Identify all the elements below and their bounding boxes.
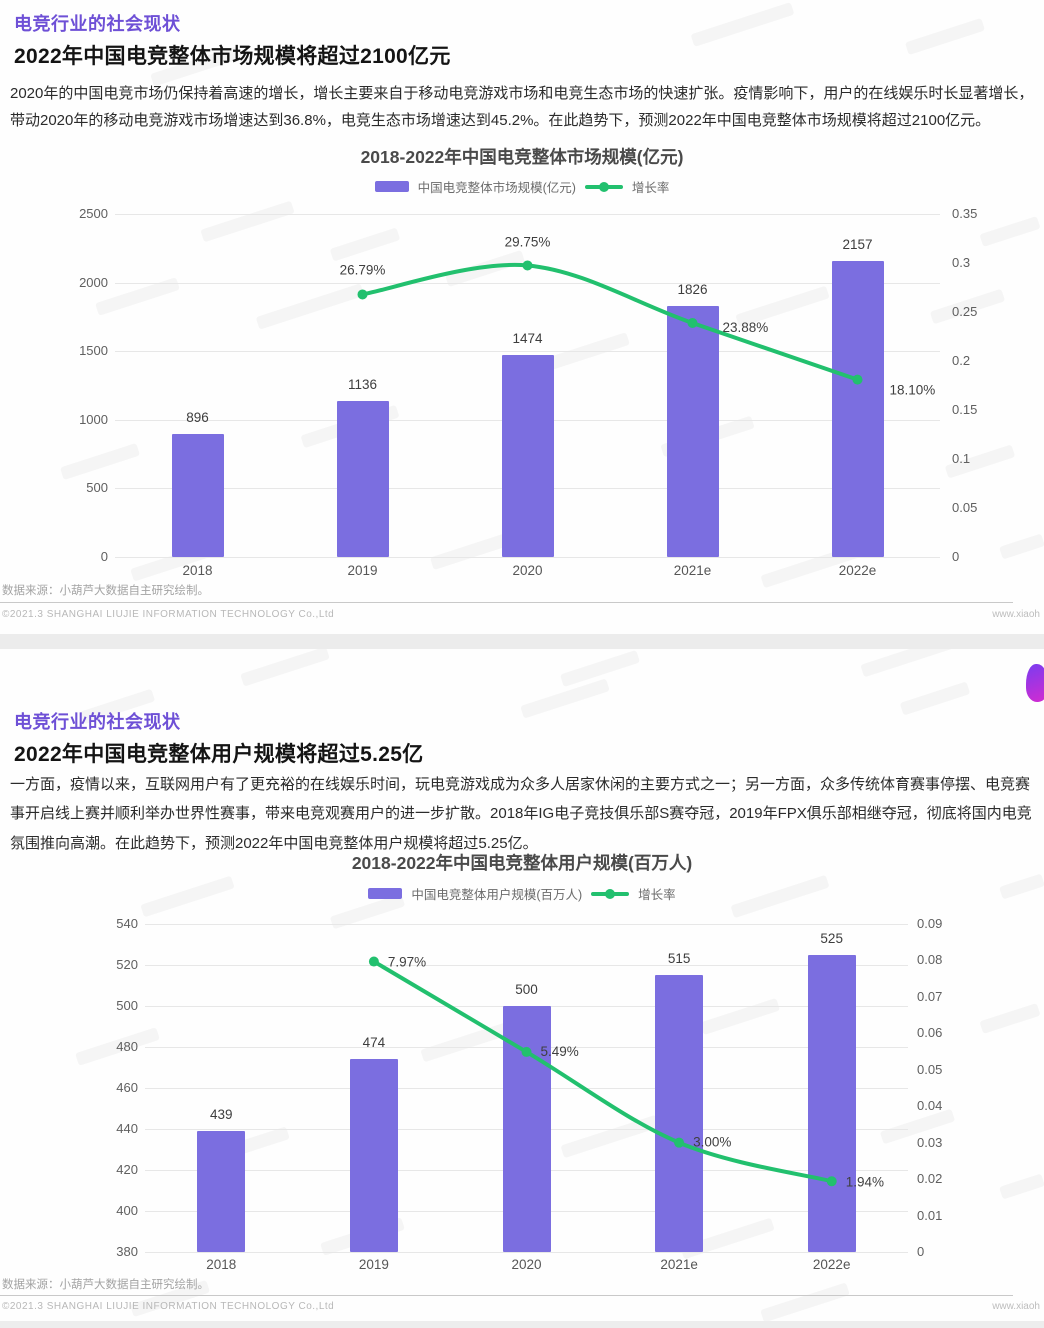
legend-bar-swatch (368, 888, 403, 899)
x-axis-label: 2019 (347, 563, 378, 578)
right-axis-tick: 0.25 (952, 304, 978, 319)
legend-line-label: 增长率 (631, 181, 670, 195)
left-axis-tick: 2000 (79, 274, 108, 290)
legend-line-swatch (584, 181, 623, 192)
gridline (145, 1252, 908, 1253)
chart2-legend: 中国电竞整体用户规模(百万人) 增长率 (0, 884, 1044, 903)
left-axis-tick: 1500 (79, 343, 108, 359)
bar-value-label: 474 (362, 1035, 386, 1051)
x-axis-label: 2020 (511, 1257, 542, 1272)
legend-line-dot-icon (605, 888, 616, 899)
bar-value-label: 525 (820, 930, 843, 946)
left-axis-tick: 540 (116, 916, 138, 931)
x-axis-label: 2018 (182, 563, 213, 578)
slide2-headline: 2022年中国电竞整体用户规模将超过5.25亿 (14, 743, 424, 766)
left-axis-tick: 440 (116, 1121, 138, 1136)
slide1-copyright: ©2021.3 SHANGHAI LIUJIE INFORMATION TECH… (2, 609, 335, 620)
gridline (115, 557, 940, 558)
right-axis-tick: 0.08 (917, 952, 943, 968)
right-axis-tick: 0.35 (952, 206, 978, 221)
right-axis-tick: 0.05 (917, 1061, 943, 1077)
right-axis-tick: 0.15 (952, 402, 978, 417)
bar-2020 (502, 1006, 551, 1252)
chart1-legend: 中国电竞整体市场规模(亿元) 增长率 (0, 177, 1044, 196)
right-axis-tick: 0.04 (917, 1098, 943, 1114)
slide2-website: www.xiaoh (992, 1301, 1040, 1312)
slide-separator (0, 634, 1044, 649)
left-axis-tick: 500 (86, 480, 108, 496)
slide2-footer-divider (0, 1295, 1013, 1296)
bar-value-label: 500 (515, 982, 538, 997)
bar-2020 (501, 354, 554, 557)
slide2-data-source: 数据来源：小葫芦大数据自主研究绘制。 (2, 1279, 209, 1291)
bar-2019 (349, 1059, 398, 1252)
line-value-label: 7.97% (388, 955, 426, 970)
left-axis-tick: 380 (116, 1244, 138, 1259)
x-axis-label: 2021e (660, 1257, 698, 1272)
x-axis-label: 2019 (358, 1257, 389, 1272)
x-axis-label: 2022e (838, 563, 877, 578)
right-axis-tick: 0.05 (952, 500, 978, 515)
left-axis-tick: 500 (116, 998, 138, 1013)
right-axis-tick: 0.2 (952, 353, 971, 368)
bar-value-label: 515 (667, 951, 691, 967)
slide2-body-paragraph: 一方面，疫情以来，互联网用户有了更充裕的在线娱乐时间，玩电竞游戏成为众多人居家休… (10, 776, 1032, 852)
bar-value-label: 2157 (842, 237, 873, 253)
left-axis-tick: 2500 (79, 206, 108, 221)
right-axis-tick: 0.09 (917, 916, 943, 931)
slide1-data-source: 数据来源：小葫芦大数据自主研究绘制。 (2, 585, 209, 597)
slide2-copyright: ©2021.3 SHANGHAI LIUJIE INFORMATION TECH… (2, 1301, 335, 1312)
left-axis-tick: 1000 (79, 411, 108, 427)
x-axis-label: 2022e (812, 1257, 851, 1272)
bar-2022e (807, 954, 856, 1252)
right-axis-tick: 0.07 (917, 988, 943, 1004)
right-axis-tick: 0.01 (917, 1207, 943, 1223)
bar-2018 (197, 1131, 246, 1252)
right-axis-tick: 0.02 (917, 1171, 943, 1187)
bar-2021e (655, 975, 704, 1252)
legend-bar-label: 中国电竞整体市场规模(亿元) (417, 181, 576, 195)
left-axis-tick: 400 (116, 1203, 138, 1218)
left-axis-tick: 460 (116, 1080, 138, 1095)
bar-value-label: 439 (210, 1107, 233, 1123)
section-title-2: 电竞行业的社会现状 (14, 712, 181, 732)
x-axis-label: 2021e (673, 563, 712, 578)
xiaohulu-logo (1026, 664, 1044, 702)
gridline (145, 924, 908, 925)
right-axis-tick: 0 (917, 1244, 925, 1259)
right-axis-tick: 0 (952, 549, 960, 564)
chart2-title: 2018-2022年中国电竞整体用户规模(百万人) (351, 853, 693, 873)
slide1-website: www.xiaoh (992, 609, 1040, 620)
bar-2019 (336, 401, 389, 557)
left-axis-tick: 420 (116, 1162, 138, 1177)
section-title: 电竞行业的社会现状 (14, 14, 181, 34)
legend-bar-swatch (374, 181, 409, 192)
right-axis-tick: 0.3 (952, 255, 971, 270)
slide1-body-paragraph: 2020年的中国电竞市场仍保持着高速的增长，增长主要来自于移动电竞游戏市场和电竞… (10, 85, 1034, 129)
slide1-footer-divider (0, 602, 1013, 603)
left-axis-tick: 480 (116, 1039, 138, 1054)
gridline (115, 214, 940, 215)
legend-bar-label: 中国电竞整体用户规模(百万人) (411, 888, 583, 902)
x-axis-label: 2018 (206, 1257, 237, 1272)
bar-value-label: 896 (186, 410, 209, 426)
right-axis-tick: 0.03 (917, 1134, 943, 1150)
left-axis-tick: 520 (116, 957, 138, 972)
x-axis-label: 2020 (512, 563, 543, 578)
legend-line-swatch (591, 888, 630, 899)
legend-line-label: 增长率 (638, 888, 676, 902)
bar-2018 (171, 434, 224, 557)
slide1-headline: 2022年中国电竞整体市场规模将超过2100亿元 (14, 45, 451, 68)
gridline (145, 965, 908, 966)
chart1-title: 2018-2022年中国电竞整体市场规模(亿元) (360, 147, 684, 167)
right-axis-tick: 0.06 (917, 1025, 943, 1041)
left-axis-tick: 0 (100, 549, 108, 564)
page-bottom-strip (0, 1321, 1044, 1328)
legend-line-dot-icon (598, 181, 609, 192)
right-axis-tick: 0.1 (952, 451, 971, 466)
